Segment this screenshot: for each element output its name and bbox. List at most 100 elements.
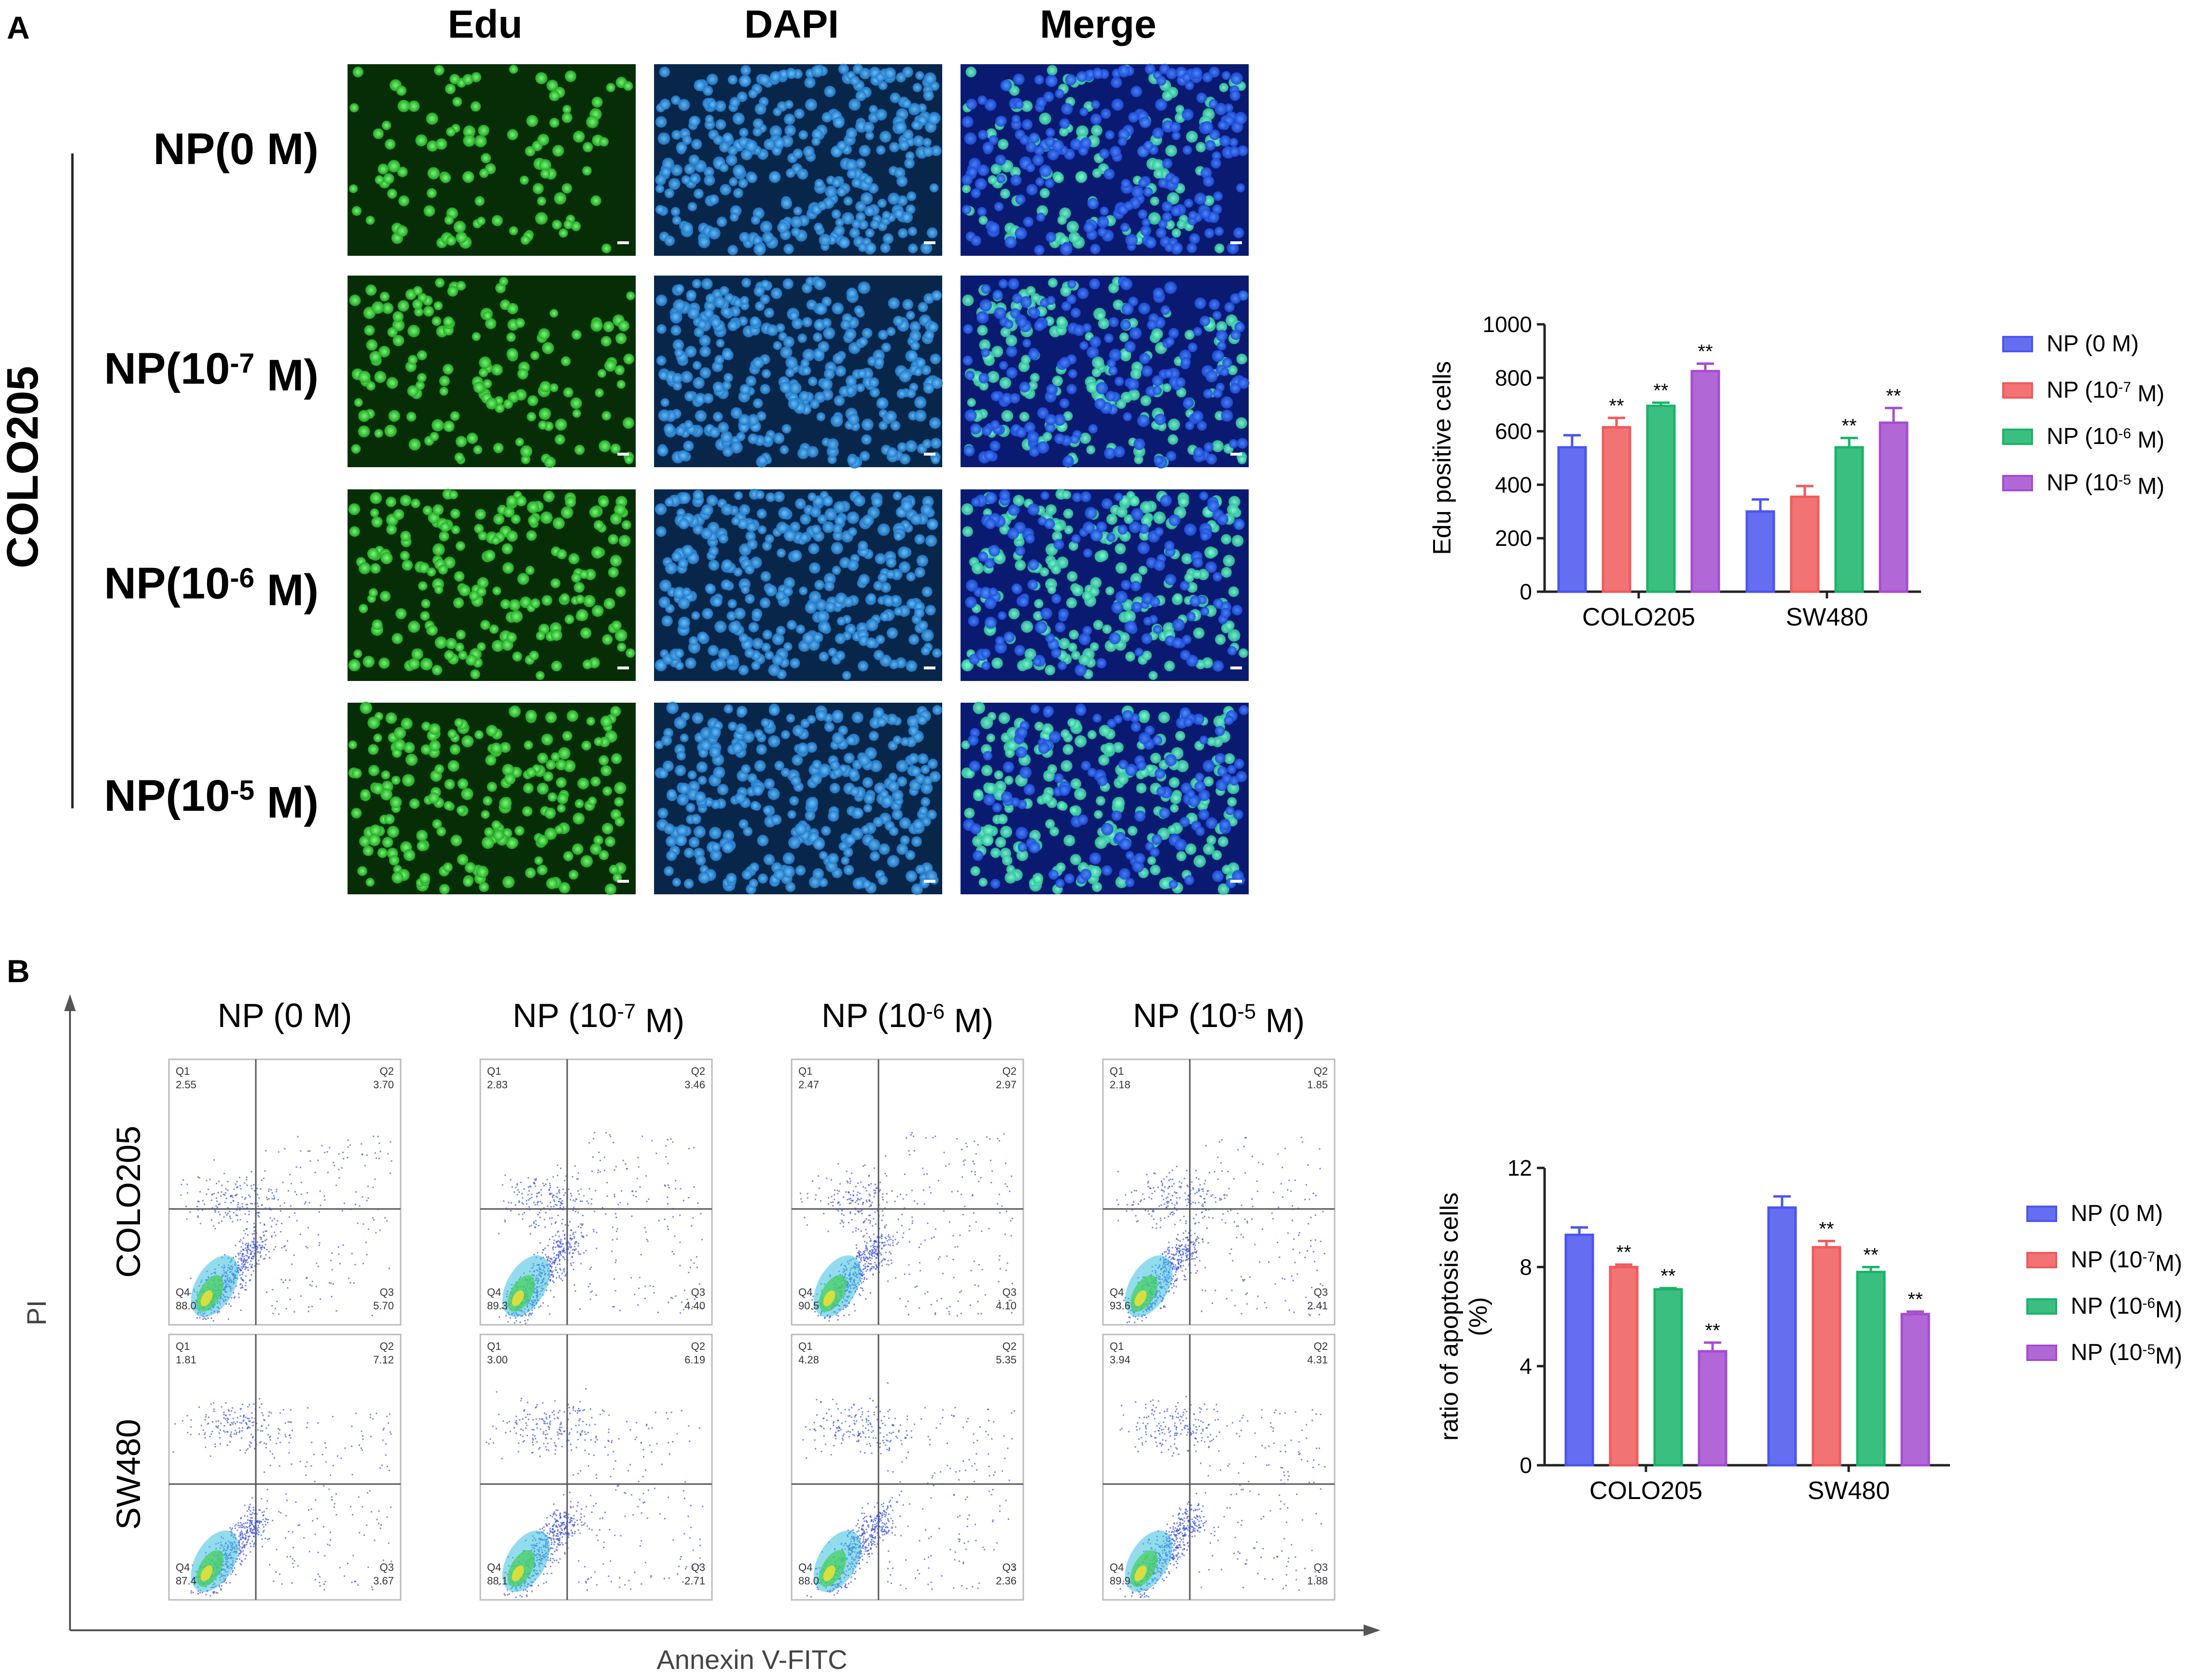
legend-label-0-suffix: 0 M) [2092, 331, 2139, 357]
flow-plot-sw480-3: Q1 3.94 Q2 4.31 Q3 1.88 Q4 89.9 [1102, 1333, 1336, 1601]
bar-colo205-series-0 [1557, 446, 1587, 593]
quadrant-name-Q1: Q1 [798, 1340, 812, 1352]
image-dapi-row-2 [654, 488, 942, 681]
quadrant-value-Q1: 3.00 [487, 1354, 508, 1366]
quadrant-value-Q3: 2.41 [1307, 1300, 1328, 1312]
legend-label-1-suffix: M) [2155, 1250, 2182, 1276]
quadrant-value-Q3: 2.36 [996, 1575, 1017, 1587]
quadrant-value-Q4: 93.6 [1110, 1300, 1130, 1312]
panel-b-column-headers: NP (0 M) NP (10-7 M) NP (10-6 M) NP (10 -5 M… [218, 997, 1305, 1040]
flow-plot-sw480-2: Q1 4.28 Q2 5.35 Q3 2.36 Q4 88.0 [791, 1333, 1024, 1601]
image-dapi-row-1 [654, 276, 943, 469]
quadrant-name-Q2: Q2 [1003, 1065, 1017, 1077]
legend-label-3-prefix: NP (10 [2047, 470, 2118, 496]
flow-column-header-2: NP (10-6 M) [822, 997, 993, 1040]
apoptosis-bar-chart: 0 4 8 12 ratio of apoptosis cells (%) ** ** ** CO… [1435, 1155, 2182, 1505]
quadrant-name-Q4: Q4 [1110, 1561, 1124, 1573]
flow-column-header-3-suffix: M) [1256, 1002, 1305, 1040]
quadrant-name-Q4: Q4 [176, 1561, 190, 1573]
quadrant-value-Q3: 3.67 [373, 1575, 394, 1587]
row-label-1: NP(10-7 M) [104, 344, 319, 400]
bar-sw480-series-2 [1856, 1271, 1886, 1467]
quadrant-value-Q3: 5.70 [373, 1300, 394, 1312]
y-tick-label: 1000 [1483, 312, 1532, 337]
quadrant-value-Q1: 2.55 [176, 1079, 196, 1091]
flow-column-header-0: NP (0 M) [218, 997, 352, 1034]
scale-bar [924, 880, 935, 883]
panel-a-column-headers: Edu DAPI Merge [448, 2, 1157, 46]
quadrant-name-Q4: Q4 [487, 1561, 501, 1573]
x-category-label: COLO205 [1589, 1477, 1702, 1505]
legend-swatch-1 [2026, 1252, 2057, 1268]
quadrant-value-Q3: 2.71 [684, 1575, 705, 1587]
flow-column-header-1-suffix: M) [636, 1002, 684, 1040]
legend-label-2-prefix: NP (10 [2047, 424, 2118, 449]
row-label-1-prefix: NP(10 [104, 344, 230, 393]
legend-swatch-3 [2026, 1345, 2057, 1361]
quadrant-name-Q1: Q1 [1110, 1340, 1124, 1352]
significance-marker: ** [1886, 385, 1901, 406]
bar-colo205-series-1 [1609, 1265, 1639, 1467]
bar-colo205-series-3 [1690, 370, 1720, 593]
legend-swatch-2 [2002, 429, 2033, 445]
flow-column-header-1: NP (10-7 M) [513, 997, 684, 1040]
quadrant-name-Q4: Q4 [798, 1561, 812, 1573]
scale-bar [617, 666, 629, 669]
quadrant-name-Q4: Q4 [798, 1286, 812, 1298]
significance-marker: ** [1660, 1265, 1675, 1287]
significance-marker: ** [1653, 380, 1668, 401]
quadrant-name-Q2: Q2 [1314, 1065, 1328, 1077]
panel-a-letter: A [7, 10, 30, 45]
bar-colo205-series-2 [1646, 404, 1676, 593]
quadrant-name-Q1: Q1 [176, 1065, 190, 1077]
plot-frame [791, 1058, 1024, 1326]
quadrant-name-Q1: Q1 [487, 1065, 501, 1077]
y-tick-label: 12 [1507, 1155, 1532, 1180]
quadrant-value-Q4: 88.0 [176, 1300, 196, 1312]
bar-sw480-series-0 [1745, 510, 1775, 593]
x-category-label: COLO205 [1582, 603, 1695, 631]
quadrant-name-Q3: Q3 [691, 1561, 705, 1573]
legend-label-2-exponent: -6 [2118, 426, 2131, 442]
significance-marker: ** [1841, 415, 1856, 436]
quadrant-value-Q1: 4.28 [798, 1354, 819, 1366]
flow-column-header-2-prefix: NP (10 [822, 997, 926, 1034]
image-edu-row-3 [348, 701, 636, 895]
row-label-0-prefix: NP( [153, 125, 230, 174]
quadrant-value-Q4: 89.9 [1110, 1575, 1130, 1587]
quadrant-value-Q2: 5.35 [996, 1354, 1017, 1366]
legend-label-1-exponent: -7 [2143, 1249, 2155, 1265]
quadrant-value-Q1: 1.81 [176, 1354, 196, 1366]
flow-row-label-colo205: COLO205 [110, 1125, 147, 1277]
panel-a-row-labels: NP(0 M)NP(10-7 M)NP(10-6 M)NP(10-5 M) [104, 125, 319, 827]
legend-swatch-2 [2026, 1298, 2057, 1315]
pi-axis-arrow [64, 994, 76, 1011]
flow-column-header-0-prefix: NP ( [218, 997, 285, 1034]
row-label-3: NP(10-5 M) [104, 771, 319, 827]
bar-colo205-series-2 [1653, 1288, 1683, 1467]
quadrant-name-Q1: Q1 [176, 1340, 190, 1352]
legend-label-1-exponent: -7 [2118, 379, 2131, 395]
row-label-3-exponent: -5 [230, 775, 254, 806]
quadrant-value-Q1: 2.83 [487, 1079, 508, 1091]
y-axis-title: Edu positive cells [1428, 361, 1456, 555]
scale-bar [924, 241, 935, 244]
quadrant-value-Q2: 1.85 [1307, 1079, 1328, 1091]
quadrant-value-Q4: 90.5 [798, 1300, 819, 1312]
scale-bar [1230, 666, 1242, 669]
y-tick-label: 8 [1519, 1254, 1532, 1279]
bar-sw480-series-2 [1834, 446, 1864, 593]
flow-column-header-2-suffix: M) [945, 1002, 993, 1040]
image-merge-row-0 [961, 64, 1249, 256]
legend-label-0-prefix: NP ( [2071, 1201, 2117, 1226]
flow-column-header-3-exponent: -5 [1237, 1000, 1256, 1024]
x-category-label: SW480 [1808, 1477, 1890, 1505]
row-label-2-suffix: M) [254, 566, 319, 615]
bar-colo205-series-0 [1564, 1234, 1594, 1467]
quadrant-name-Q2: Q2 [1003, 1340, 1017, 1352]
scale-bar [924, 666, 935, 669]
legend-label-1-prefix: NP (10 [2047, 377, 2118, 403]
quadrant-name-Q2: Q2 [380, 1065, 394, 1077]
legend-label-3-exponent: -5 [2143, 1342, 2155, 1358]
legend-label-0-suffix: 0 M) [2117, 1201, 2163, 1226]
